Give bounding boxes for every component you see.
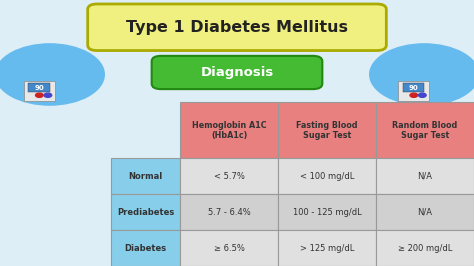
- FancyBboxPatch shape: [152, 56, 322, 89]
- Text: N/A: N/A: [418, 208, 432, 217]
- Text: Type 1 Diabetes Mellitus: Type 1 Diabetes Mellitus: [126, 20, 348, 35]
- Bar: [376, 230, 474, 266]
- Text: Random Blood
Sugar Test: Random Blood Sugar Test: [392, 121, 457, 140]
- Text: < 100 mg/dL: < 100 mg/dL: [300, 172, 354, 181]
- Text: 90: 90: [35, 85, 44, 90]
- Bar: [278, 194, 376, 230]
- Bar: [28, 83, 50, 92]
- Bar: [111, 102, 180, 158]
- Bar: [111, 230, 180, 266]
- Text: ≥ 200 mg/dL: ≥ 200 mg/dL: [398, 244, 452, 252]
- Text: Diabetes: Diabetes: [125, 244, 167, 252]
- Text: < 5.7%: < 5.7%: [214, 172, 245, 181]
- Text: > 125 mg/dL: > 125 mg/dL: [300, 244, 354, 252]
- FancyBboxPatch shape: [88, 4, 386, 51]
- Text: 90: 90: [409, 85, 419, 90]
- Text: ≥ 6.5%: ≥ 6.5%: [214, 244, 245, 252]
- Text: 5.7 - 6.4%: 5.7 - 6.4%: [208, 208, 250, 217]
- Bar: [376, 194, 474, 230]
- Bar: [398, 81, 429, 101]
- Bar: [111, 158, 180, 194]
- Text: N/A: N/A: [418, 172, 432, 181]
- Circle shape: [370, 44, 474, 105]
- Text: Hemoglobin A1C
(HbA1c): Hemoglobin A1C (HbA1c): [192, 121, 266, 140]
- Bar: [376, 102, 474, 158]
- Text: Normal: Normal: [128, 172, 163, 181]
- Circle shape: [0, 44, 104, 105]
- Bar: [278, 230, 376, 266]
- Bar: [111, 194, 180, 230]
- Text: Diagnosis: Diagnosis: [201, 66, 273, 79]
- Circle shape: [44, 93, 52, 97]
- Bar: [278, 158, 376, 194]
- Circle shape: [36, 93, 43, 97]
- Bar: [403, 83, 424, 92]
- Bar: [180, 230, 278, 266]
- Text: Prediabetes: Prediabetes: [117, 208, 174, 217]
- Circle shape: [419, 93, 426, 97]
- Circle shape: [410, 93, 418, 97]
- Bar: [376, 158, 474, 194]
- Bar: [180, 102, 278, 158]
- Bar: [180, 194, 278, 230]
- Bar: [278, 102, 376, 158]
- Text: Fasting Blood
Sugar Test: Fasting Blood Sugar Test: [296, 121, 358, 140]
- Text: 100 - 125 mg/dL: 100 - 125 mg/dL: [292, 208, 362, 217]
- Bar: [180, 158, 278, 194]
- Bar: [24, 81, 55, 101]
